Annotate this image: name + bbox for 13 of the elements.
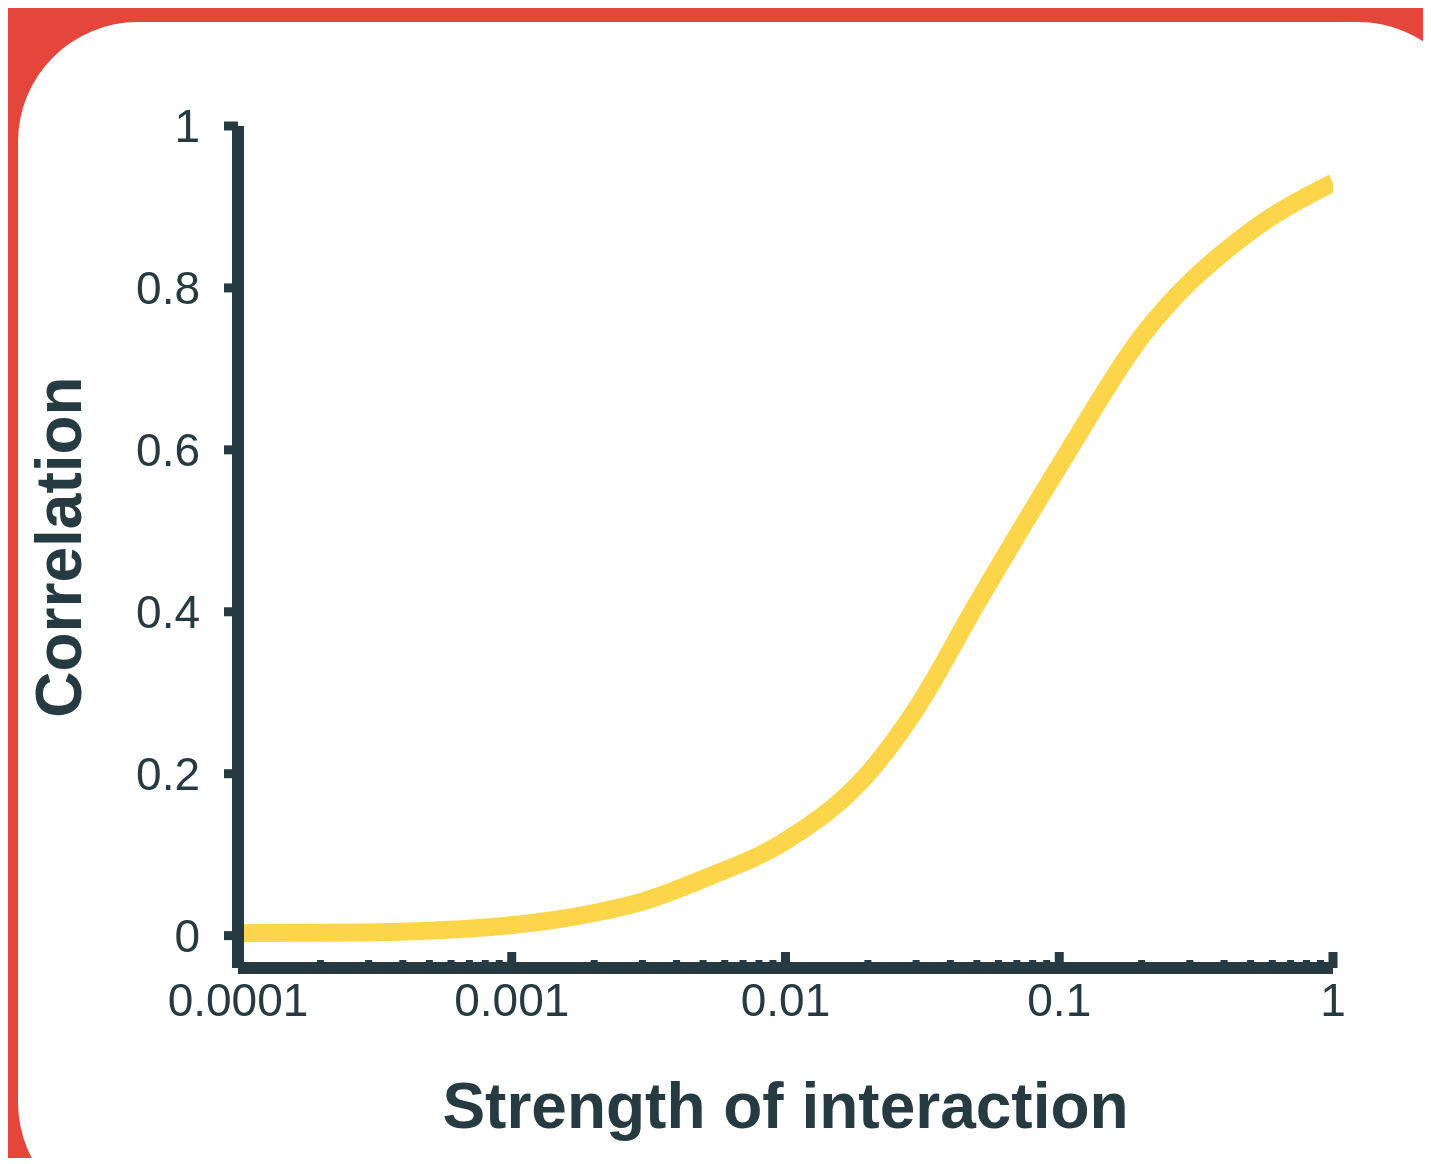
y-tick-label: 0.6 bbox=[136, 423, 200, 476]
x-tick-label: 0.1 bbox=[1027, 974, 1092, 1026]
y-axis-title: Correlation bbox=[22, 376, 95, 718]
x-axis-title: Strength of interaction bbox=[442, 1070, 1129, 1142]
y-tick-label: 0.4 bbox=[136, 585, 200, 638]
y-tick-label: 0 bbox=[174, 909, 200, 962]
y-tick-label: 1 bbox=[174, 100, 200, 152]
x-tick-label: 1 bbox=[1320, 974, 1346, 1026]
x-tick-label: 0.01 bbox=[740, 974, 831, 1026]
y-tick-label: 0.2 bbox=[136, 747, 200, 800]
y-tick-label: 0.8 bbox=[136, 261, 200, 314]
x-tick-label: 0.001 bbox=[454, 974, 570, 1026]
x-tick-label: 0.0001 bbox=[167, 974, 309, 1026]
